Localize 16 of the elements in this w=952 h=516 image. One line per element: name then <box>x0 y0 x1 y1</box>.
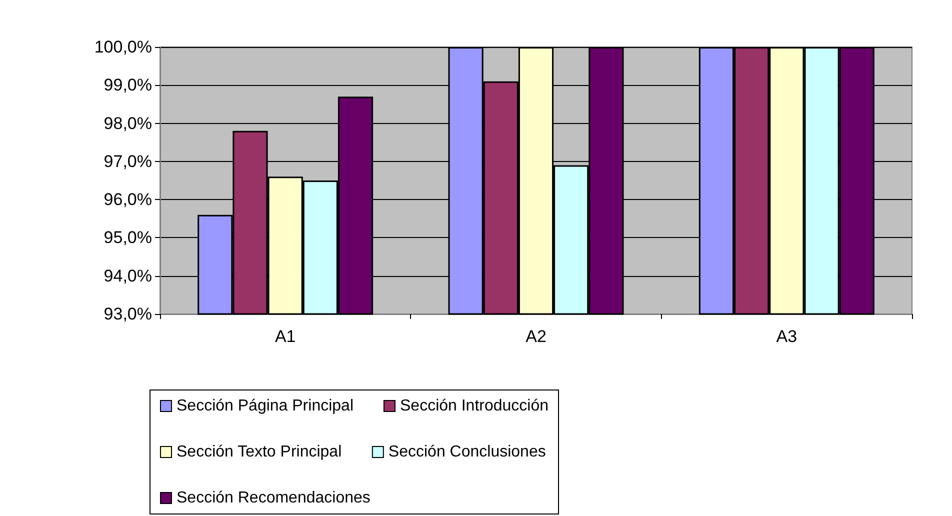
x-tick-label: A1 <box>274 327 296 346</box>
legend-label: Sección Conclusiones <box>388 444 546 460</box>
y-tick-label: 100,0% <box>94 38 152 56</box>
y-tick-label: 98,0% <box>104 114 152 133</box>
y-tick-label: 95,0% <box>104 228 152 248</box>
legend-label: Sección Introducción <box>400 398 549 414</box>
x-tick-label: A3 <box>776 327 798 346</box>
legend-label: Sección Texto Principal <box>176 444 342 460</box>
y-tick-label: 96,0% <box>104 190 152 210</box>
legend-label: Sección Recomendaciones <box>176 490 370 506</box>
x-tick-label: A2 <box>526 327 546 346</box>
legend-label: Sección Página Principal <box>176 398 354 414</box>
y-tick-label: 93,0% <box>104 304 152 324</box>
y-tick-label: 99,0% <box>104 76 152 95</box>
y-tick-label: 94,0% <box>104 266 152 286</box>
y-tick-label: 97,0% <box>104 152 152 171</box>
